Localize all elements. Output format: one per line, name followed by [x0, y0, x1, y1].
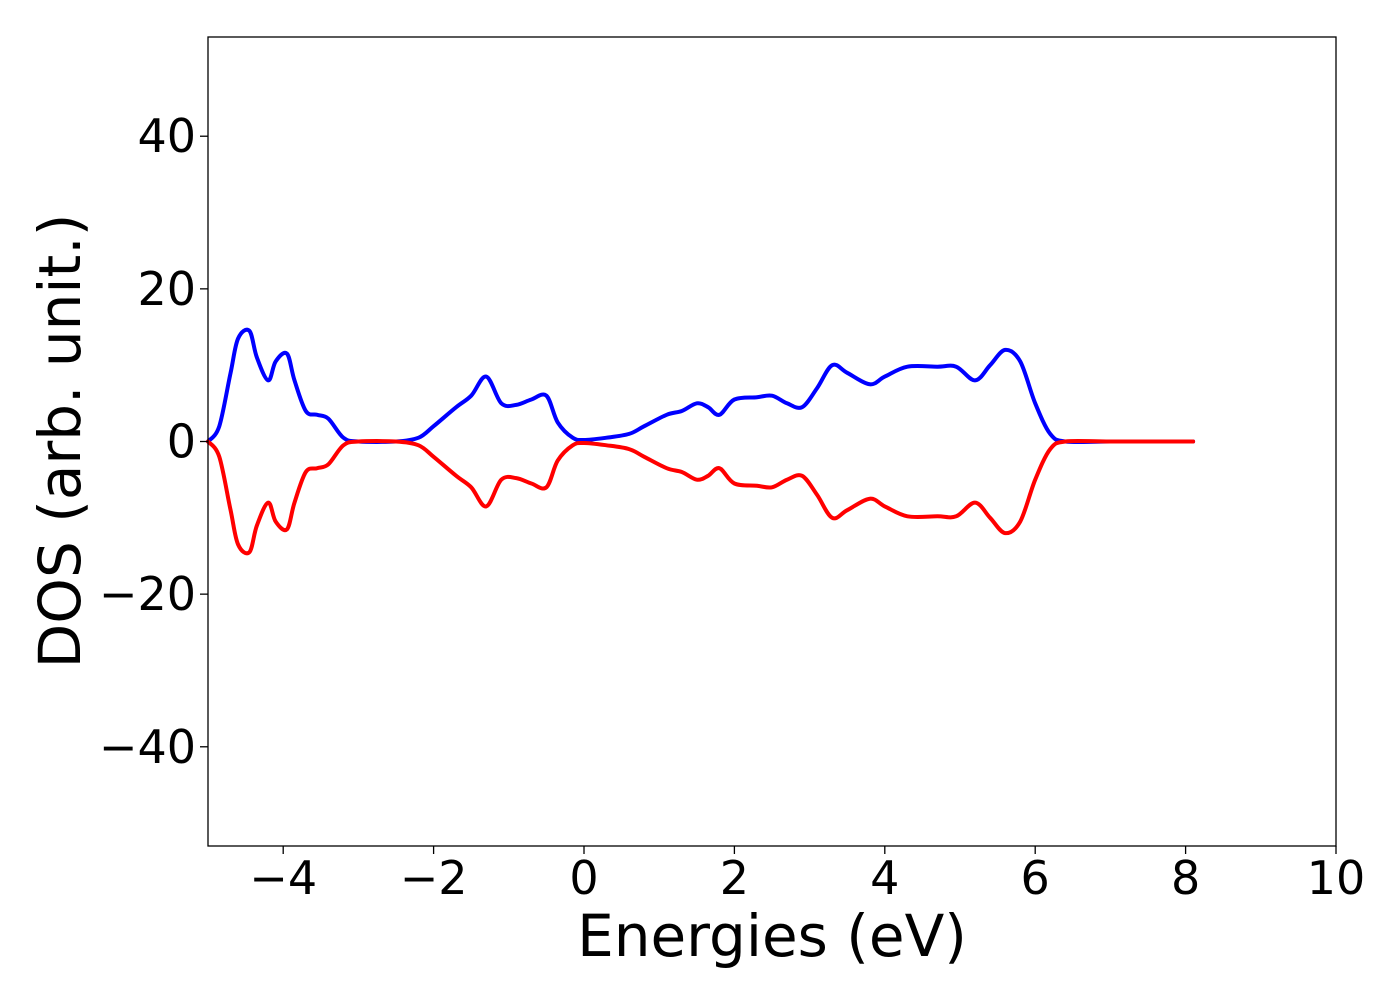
x-axis: −4 −2 0 2 4 6 8 10: [249, 846, 1365, 905]
x-tick-label: 6: [1021, 851, 1050, 905]
series-layer: [206, 327, 1196, 556]
x-tick-label: 8: [1171, 851, 1200, 905]
series-line-1: [206, 327, 1196, 445]
y-tick-label: −20: [99, 567, 196, 621]
y-tick-label: −40: [99, 720, 196, 774]
x-axis-label: Energies (eV): [577, 902, 967, 970]
y-tick-label: 0: [167, 415, 196, 469]
y-tick-label: 20: [137, 262, 196, 316]
x-tick-label: 2: [720, 851, 749, 905]
x-tick-label: −2: [400, 851, 468, 905]
x-tick-label: 4: [870, 851, 899, 905]
y-tick-label: 40: [137, 109, 196, 163]
y-axis: −40 −20 0 20 40: [99, 109, 208, 774]
x-tick-label: −4: [249, 851, 317, 905]
x-tick-label: 10: [1307, 851, 1366, 905]
x-tick-label: 0: [569, 851, 598, 905]
series-line-2: [206, 438, 1196, 556]
y-axis-label: DOS (arb. unit.): [26, 214, 94, 669]
